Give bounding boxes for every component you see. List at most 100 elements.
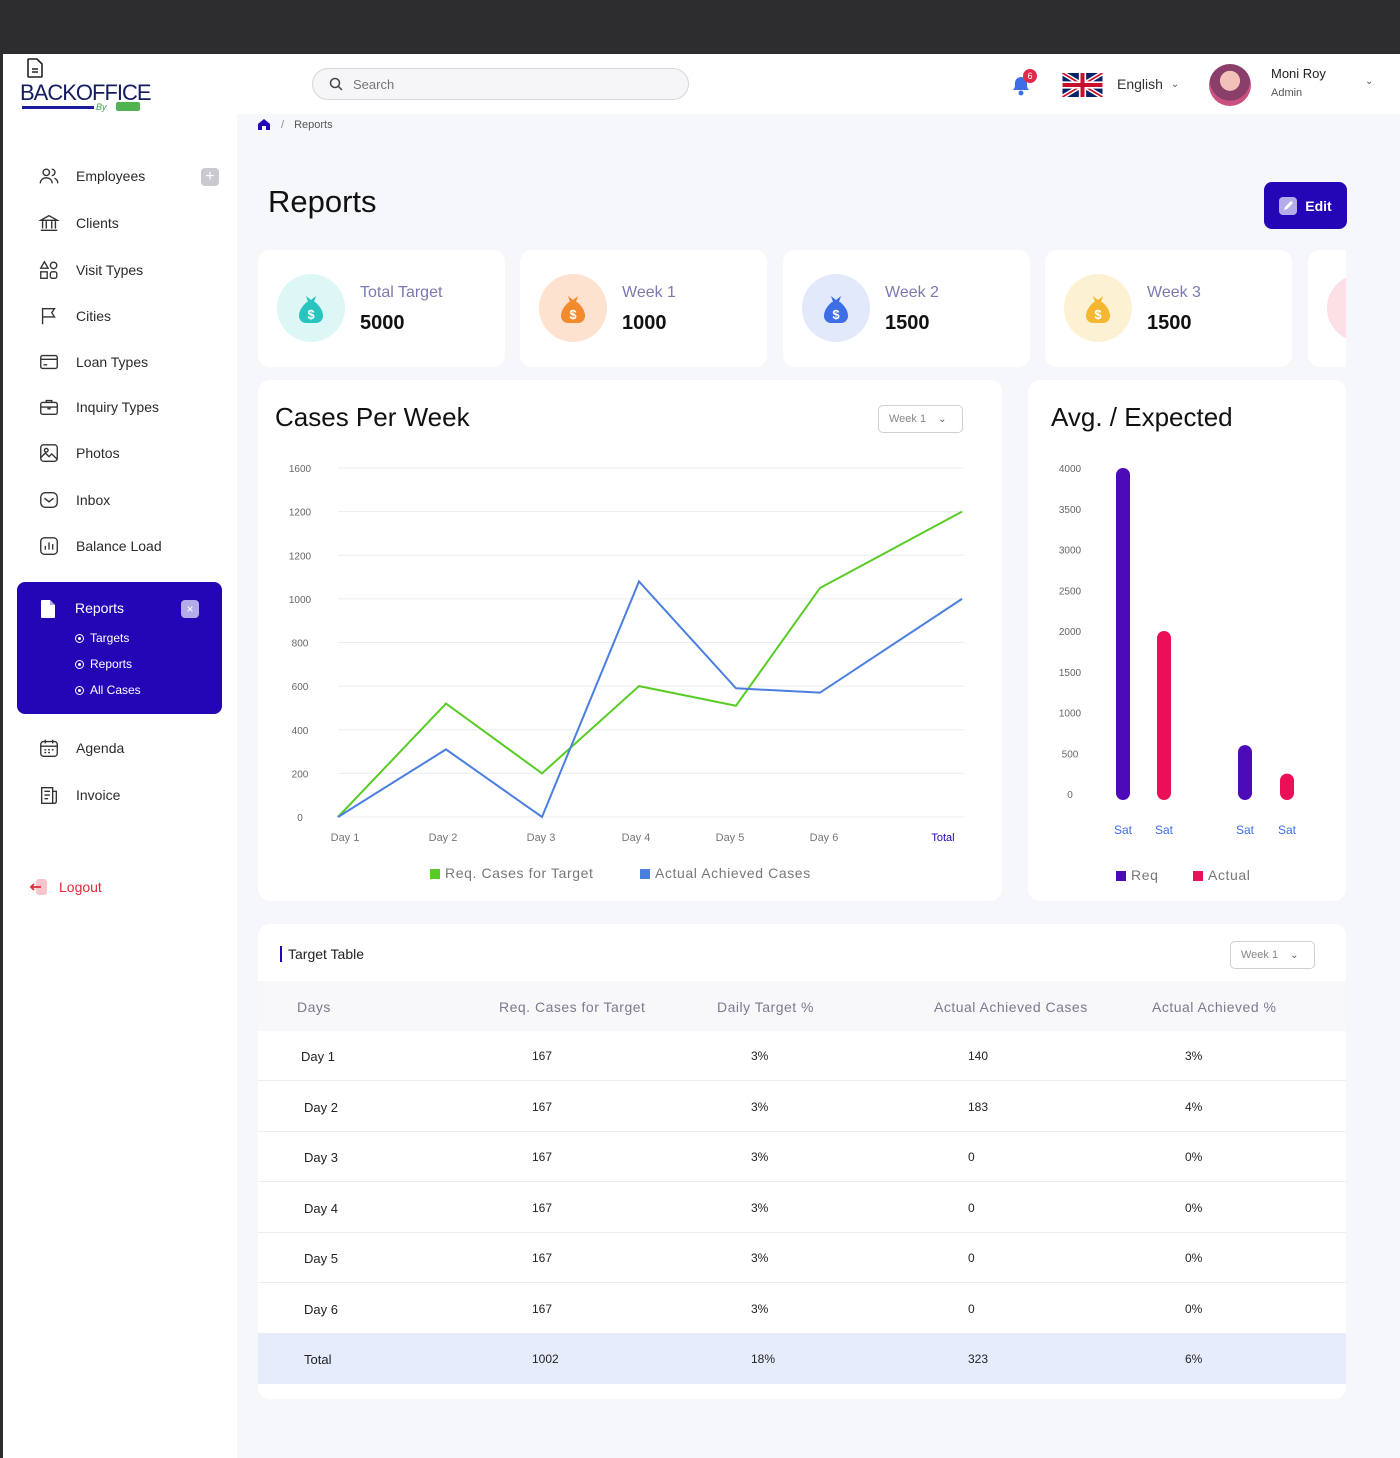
- language-label: English: [1117, 76, 1163, 92]
- edit-label: Edit: [1305, 197, 1332, 214]
- sidebar: BACKOFFICE By Employees + Clients Visit …: [3, 54, 237, 1458]
- table-week-select[interactable]: Week 1 ⌄: [1230, 941, 1315, 969]
- money-bag-icon: $: [802, 274, 870, 342]
- chevron-down-icon: ⌄: [1170, 78, 1180, 90]
- legend-swatch: [1116, 871, 1126, 881]
- x-tick-label: Sat: [1236, 823, 1255, 837]
- sidebar-item-label: Invoice: [76, 787, 121, 803]
- y-tick-label: 400: [292, 726, 309, 737]
- table-cell: 3%: [751, 1049, 769, 1063]
- column-header: Days: [297, 999, 331, 1015]
- sidebar-item-reports[interactable]: Reports × Targets Reports All Cases: [17, 582, 222, 714]
- edit-button[interactable]: Edit: [1264, 182, 1347, 229]
- sidebar-item-cities[interactable]: Cities: [37, 304, 111, 328]
- avatar[interactable]: [1209, 64, 1251, 106]
- language-select[interactable]: English ⌄: [1117, 76, 1179, 92]
- sidebar-item-label: Cities: [76, 308, 112, 324]
- sidebar-item-invoice[interactable]: Invoice: [37, 783, 120, 807]
- svg-text:$: $: [832, 307, 840, 322]
- sidebar-item-employees[interactable]: Employees: [37, 164, 145, 188]
- sidebar-item-label: Visit Types: [76, 262, 144, 278]
- series-line: [337, 510, 963, 818]
- table-cell: 140: [968, 1049, 989, 1063]
- table-cell: 0%: [1185, 1301, 1203, 1316]
- top-bar: 6 English ⌄ Moni Roy Admin ⌄: [237, 54, 1400, 114]
- stat-value: 5000: [360, 312, 405, 334]
- x-tick-label: Sat: [1114, 823, 1133, 837]
- card-icon: [37, 350, 61, 374]
- table-cell: 323: [968, 1352, 989, 1366]
- column-header: Daily Target %: [717, 999, 815, 1015]
- chart-title: Cases Per Week: [275, 402, 470, 432]
- sidebar-item-balance-load[interactable]: Balance Load: [37, 534, 162, 558]
- week-select[interactable]: Week 1 ⌄: [878, 405, 963, 433]
- chevron-down-icon: ⌄: [938, 413, 947, 425]
- y-tick-label: 600: [292, 682, 309, 693]
- series-line: [337, 579, 963, 819]
- sidebar-item-clients[interactable]: Clients: [37, 211, 119, 235]
- sidebar-item-loan-types[interactable]: Loan Types: [37, 350, 148, 374]
- table-cell: Total: [304, 1352, 332, 1367]
- column-header: Req. Cases for Target: [499, 999, 646, 1015]
- table-cell: 3%: [751, 1251, 769, 1265]
- sidebar-item-agenda[interactable]: Agenda: [37, 736, 124, 760]
- y-tick-label: 800: [292, 639, 309, 650]
- table-cell: 3%: [1185, 1049, 1203, 1063]
- collapse-reports-button[interactable]: ×: [181, 600, 199, 618]
- table-cell: 183: [968, 1099, 989, 1114]
- search-box[interactable]: [312, 68, 689, 100]
- user-name: Moni Roy: [1271, 66, 1326, 81]
- y-tick-label: 1200: [289, 551, 312, 562]
- table-cell: 167: [532, 1049, 553, 1063]
- subitem-label: Reports: [90, 657, 133, 671]
- sidebar-subitem-all-cases[interactable]: All Cases: [75, 683, 141, 697]
- search-input[interactable]: [353, 76, 653, 92]
- select-value: Week 1: [889, 413, 927, 425]
- uk-flag-icon[interactable]: [1062, 73, 1103, 97]
- search-icon: [329, 77, 343, 91]
- table-cell: Day 4: [304, 1200, 338, 1216]
- column-header: Actual Achieved %: [1152, 999, 1277, 1015]
- x-tick-label: Day 4: [622, 832, 651, 844]
- brand-by: By: [96, 102, 107, 112]
- y-tick-label: 0: [1067, 790, 1073, 801]
- home-icon[interactable]: [257, 118, 271, 131]
- x-tick-label: Sat: [1278, 823, 1297, 837]
- sidebar-subitem-reports[interactable]: Reports: [75, 657, 132, 671]
- sidebar-item-label: Clients: [76, 215, 119, 231]
- sidebar-item-photos[interactable]: Photos: [37, 441, 120, 465]
- table-cell: 167: [532, 1099, 553, 1114]
- stat-card-partial: [1308, 250, 1346, 367]
- sidebar-item-inbox[interactable]: Inbox: [37, 488, 110, 512]
- logout-button[interactable]: Logout: [29, 878, 102, 896]
- money-bag-icon: $: [1064, 274, 1132, 342]
- add-employee-button[interactable]: +: [201, 168, 219, 186]
- notification-count: 6: [1023, 69, 1037, 83]
- legend-item: Actual: [1193, 867, 1251, 883]
- svg-text:$: $: [1094, 307, 1102, 322]
- svg-text:$: $: [569, 307, 577, 322]
- brand-logo[interactable]: BACKOFFICE By: [20, 56, 152, 116]
- money-bag-icon: $: [277, 274, 345, 342]
- page-title: Reports: [268, 184, 377, 219]
- legend-item: Req: [1116, 867, 1158, 883]
- bullet-icon: [75, 685, 84, 695]
- table-row: Day 3 167 3% 0 0%: [258, 1132, 1346, 1182]
- brand-underline: [22, 106, 94, 109]
- table-cell: 0%: [1185, 1150, 1203, 1164]
- stat-card-week-2: $ Week 2 1500: [783, 250, 1030, 367]
- sidebar-item-visit-types[interactable]: Visit Types: [37, 258, 143, 282]
- user-menu-chevron-icon[interactable]: ⌄: [1365, 76, 1374, 87]
- table-cell: 0: [968, 1200, 975, 1215]
- select-value: Week 1: [1241, 949, 1279, 961]
- invoice-icon: [37, 783, 61, 807]
- stat-value: 1000: [622, 312, 667, 334]
- notifications-button[interactable]: 6: [1009, 69, 1037, 101]
- stat-card-week-3: $ Week 3 1500: [1045, 250, 1292, 367]
- bank-icon: [37, 211, 61, 235]
- table-cell: 3%: [751, 1150, 769, 1164]
- legend-label: Actual: [1208, 867, 1251, 883]
- sidebar-subitem-targets[interactable]: Targets: [75, 631, 129, 645]
- sidebar-item-inquiry-types[interactable]: Inquiry Types: [37, 395, 159, 419]
- cases-per-week-card: Cases Per Week Week 1 ⌄ 0 200 400 600 800 100…: [258, 380, 1002, 901]
